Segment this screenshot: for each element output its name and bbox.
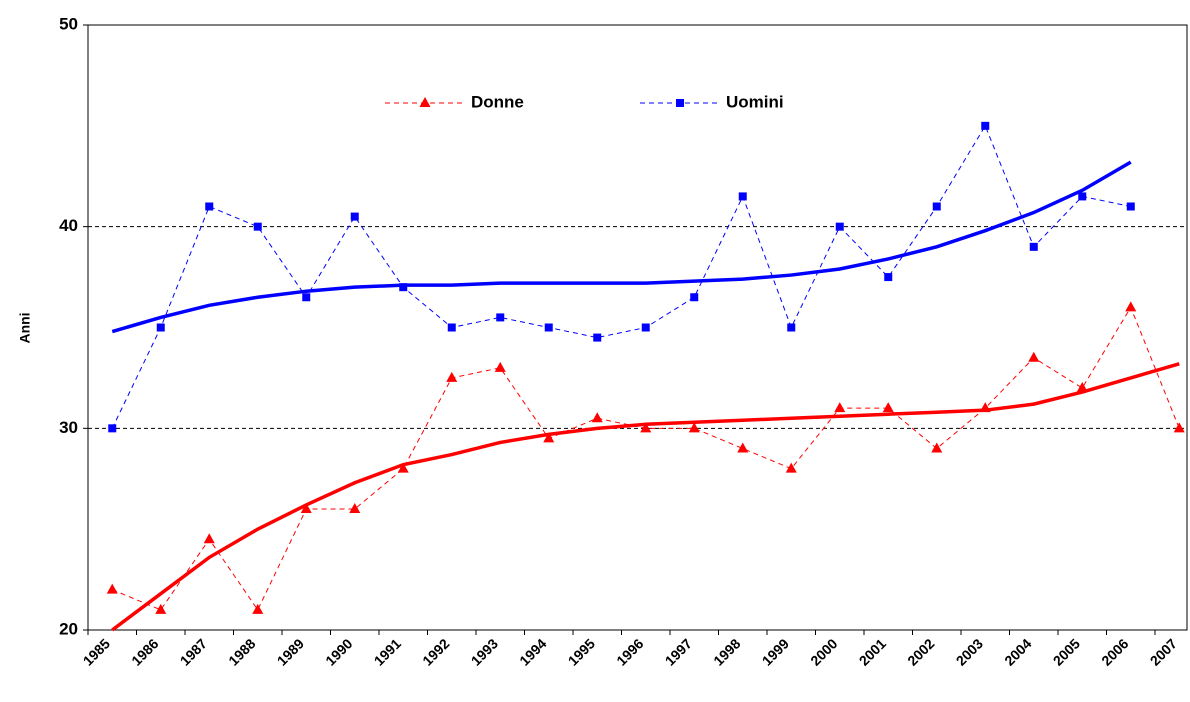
x-tick-label: 2006 xyxy=(1098,635,1131,668)
data-point xyxy=(397,462,409,473)
data-point xyxy=(787,323,796,332)
x-tick-label: 1997 xyxy=(662,635,695,668)
data-point xyxy=(688,422,700,433)
data-point xyxy=(1029,242,1038,251)
data-point xyxy=(350,212,359,221)
data-point xyxy=(205,202,214,211)
data-point xyxy=(349,503,361,513)
y-tick-label: 20 xyxy=(59,619,78,638)
x-tick-label: 1991 xyxy=(371,635,404,668)
legend-label: Donne xyxy=(471,92,524,111)
legend-marker xyxy=(676,99,684,107)
data-point xyxy=(203,533,215,544)
data-point xyxy=(543,432,555,443)
x-tick-label: 1999 xyxy=(759,635,792,668)
series-line xyxy=(111,124,1131,429)
data-point xyxy=(591,412,603,423)
data-point xyxy=(108,424,117,433)
data-point xyxy=(1076,382,1088,392)
data-point xyxy=(544,323,553,332)
trend-line xyxy=(111,160,1132,334)
data-point xyxy=(884,273,893,282)
x-tick-label: 1985 xyxy=(80,635,113,668)
data-point xyxy=(1173,422,1185,433)
y-tick-label: 40 xyxy=(59,216,78,235)
x-tick-label: 1986 xyxy=(128,635,161,668)
data-point xyxy=(1028,351,1040,362)
data-point xyxy=(1126,202,1135,211)
data-point xyxy=(785,462,797,473)
trend-line xyxy=(111,362,1180,632)
x-tick-label: 2005 xyxy=(1050,635,1083,668)
data-point xyxy=(155,603,167,614)
y-tick-label: 30 xyxy=(59,418,78,437)
data-point xyxy=(835,222,844,231)
x-tick-label: 1992 xyxy=(419,635,452,668)
data-point xyxy=(981,121,990,130)
data-point xyxy=(1078,192,1087,201)
x-tick-label: 1996 xyxy=(613,635,646,668)
x-tick-label: 1987 xyxy=(177,635,210,668)
plot-frame xyxy=(87,24,1188,631)
x-tick-label: 2003 xyxy=(953,635,986,668)
data-point xyxy=(593,333,602,342)
data-point xyxy=(931,442,943,453)
data-point xyxy=(106,583,118,594)
x-tick-label: 2007 xyxy=(1147,635,1180,668)
data-point xyxy=(882,402,894,413)
data-point xyxy=(932,202,941,211)
data-point xyxy=(640,422,652,433)
data-point xyxy=(446,371,458,382)
x-tick-label: 2001 xyxy=(856,635,889,668)
legend-label: Uomini xyxy=(726,92,784,111)
x-tick-label: 1993 xyxy=(468,635,501,668)
data-point xyxy=(494,361,506,372)
data-point xyxy=(737,442,749,453)
x-tick-label: 1988 xyxy=(225,635,258,668)
data-point xyxy=(302,293,311,302)
data-point xyxy=(447,323,456,332)
x-tick-label: 1995 xyxy=(565,635,598,668)
x-tick-label: 1990 xyxy=(322,635,355,668)
data-point xyxy=(834,402,846,413)
data-point xyxy=(253,222,262,231)
data-point xyxy=(641,323,650,332)
x-tick-label: 1994 xyxy=(516,635,549,668)
x-tick-label: 2004 xyxy=(1001,635,1034,668)
data-point xyxy=(399,283,408,292)
data-point xyxy=(738,192,747,201)
series-line xyxy=(112,306,1180,611)
data-point xyxy=(496,313,505,322)
y-axis-label: Anni xyxy=(17,312,33,343)
x-tick-label: 1998 xyxy=(710,635,743,668)
x-tick-label: 2000 xyxy=(807,635,840,668)
data-point xyxy=(690,293,699,302)
data-point xyxy=(252,603,264,614)
data-point xyxy=(156,323,165,332)
data-point xyxy=(300,503,312,513)
x-tick-label: 1989 xyxy=(274,635,307,668)
x-tick-label: 2002 xyxy=(904,635,937,668)
y-tick-label: 50 xyxy=(59,14,78,33)
data-point xyxy=(1125,301,1137,312)
data-point xyxy=(979,402,991,413)
legend-marker xyxy=(419,97,431,107)
